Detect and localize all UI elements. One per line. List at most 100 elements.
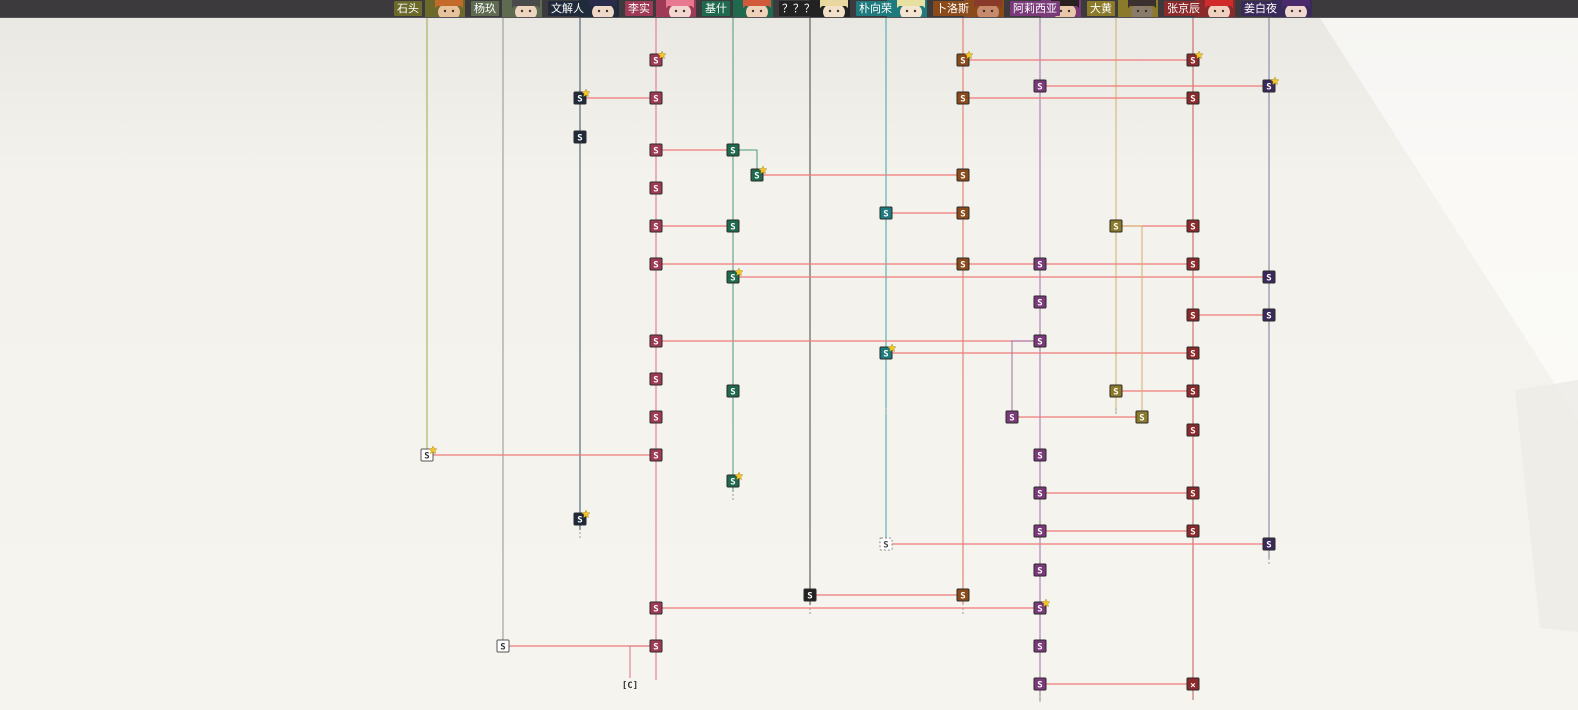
- tab-label: 李实: [625, 1, 653, 16]
- scene-node[interactable]: S: [1186, 257, 1200, 271]
- scene-node-label: S: [1266, 312, 1271, 322]
- tab-dahuang[interactable]: 大黄: [1083, 0, 1158, 17]
- star-icon: [1194, 50, 1204, 59]
- scene-node[interactable]: S: [726, 219, 740, 233]
- scene-node[interactable]: S: [649, 143, 663, 157]
- scene-node[interactable]: S: [1262, 308, 1276, 322]
- tab-label: 姜白夜: [1241, 1, 1280, 16]
- scene-node[interactable]: S: [1186, 50, 1204, 67]
- scene-node[interactable]: S: [649, 181, 663, 195]
- scene-node[interactable]: S: [1033, 598, 1051, 615]
- star-icon: [964, 50, 974, 59]
- scene-node[interactable]: S: [420, 445, 438, 462]
- scene-node[interactable]: S: [1186, 486, 1200, 500]
- tab-lixiu[interactable]: 李实: [621, 0, 696, 17]
- tab-jiangbaiye[interactable]: 姜白夜: [1237, 0, 1312, 17]
- scene-node[interactable]: S: [1262, 270, 1276, 284]
- scene-node[interactable]: S: [1109, 384, 1123, 398]
- scene-node-label: S: [1190, 57, 1195, 67]
- tab-zhangjingchen[interactable]: 张京辰: [1160, 0, 1235, 17]
- scene-node[interactable]: S: [1005, 410, 1019, 424]
- scene-node[interactable]: S: [879, 206, 893, 220]
- scene-node[interactable]: S: [956, 91, 970, 105]
- scene-node[interactable]: S: [1186, 524, 1200, 538]
- tab-shitou[interactable]: 石头: [390, 0, 465, 17]
- scene-node[interactable]: S: [1262, 537, 1276, 551]
- scene-node-label: S: [1266, 541, 1271, 551]
- scene-node-label: S: [653, 95, 658, 105]
- tab-label: 朴向荣: [856, 1, 895, 16]
- scene-node[interactable]: S: [649, 50, 667, 67]
- scene-node[interactable]: S: [1186, 219, 1200, 233]
- scene-node-label: S: [1037, 83, 1042, 93]
- scene-node[interactable]: S: [649, 601, 663, 615]
- scene-node[interactable]: S: [649, 91, 663, 105]
- scene-node[interactable]: S: [649, 219, 663, 233]
- scene-node[interactable]: S: [1186, 346, 1200, 360]
- scene-node[interactable]: S: [1262, 76, 1280, 93]
- scene-node[interactable]: S: [1033, 79, 1047, 93]
- scene-node[interactable]: S: [1186, 308, 1200, 322]
- scene-node[interactable]: S: [726, 471, 744, 488]
- scene-node[interactable]: S: [726, 267, 744, 284]
- scene-node[interactable]: S: [1033, 295, 1047, 309]
- scene-node-label: S: [500, 643, 505, 653]
- scene-node[interactable]: S: [1033, 448, 1047, 462]
- scene-node[interactable]: S: [879, 343, 897, 360]
- scene-node-label: S: [1037, 490, 1042, 500]
- scene-node[interactable]: S: [726, 143, 740, 157]
- scene-node[interactable]: S: [1033, 524, 1047, 538]
- scene-node[interactable]: S: [956, 206, 970, 220]
- scene-node[interactable]: S: [956, 50, 974, 67]
- scene-node[interactable]: S: [649, 257, 663, 271]
- scene-node[interactable]: S: [1033, 257, 1047, 271]
- scene-node[interactable]: S: [726, 384, 740, 398]
- scene-node[interactable]: S: [649, 639, 663, 653]
- scene-node-label: S: [1037, 338, 1042, 348]
- scene-node[interactable]: S: [956, 588, 970, 602]
- scene-node[interactable]: S: [1186, 423, 1200, 437]
- scene-node[interactable]: S: [750, 165, 768, 182]
- tab-puxiangrong[interactable]: 朴向荣: [852, 0, 927, 17]
- scene-node[interactable]: S: [573, 130, 587, 144]
- tab-yangyu[interactable]: 杨玖: [467, 0, 542, 17]
- scene-node[interactable]: S: [956, 257, 970, 271]
- scene-node-label: S: [653, 452, 658, 462]
- route-branch: [733, 149, 758, 175]
- scene-node-label: S: [1190, 350, 1195, 360]
- scene-node[interactable]: S: [1033, 677, 1047, 691]
- tab-unknown[interactable]: ？？？: [775, 0, 850, 17]
- scene-node[interactable]: S: [573, 88, 591, 105]
- scene-node-label: S: [1190, 427, 1195, 437]
- scene-node[interactable]: S: [649, 372, 663, 386]
- scene-node-label: S: [653, 147, 658, 157]
- bad-end-node[interactable]: ×: [1186, 677, 1200, 691]
- star-icon: [887, 343, 897, 352]
- scene-node[interactable]: S: [649, 448, 663, 462]
- choice-node[interactable]: [C]: [622, 678, 638, 691]
- scene-node-label: S: [730, 478, 735, 488]
- route-branch: [1116, 225, 1143, 417]
- scene-node[interactable]: S: [1186, 384, 1200, 398]
- scene-node[interactable]: S: [1033, 486, 1047, 500]
- scene-node[interactable]: S: [956, 168, 970, 182]
- scene-node[interactable]: S: [1109, 219, 1123, 233]
- scene-node[interactable]: S: [879, 537, 893, 551]
- scene-node[interactable]: S: [1135, 410, 1149, 424]
- scene-node[interactable]: S: [649, 334, 663, 348]
- scene-node-label: S: [653, 338, 658, 348]
- scene-node[interactable]: S: [1033, 639, 1047, 653]
- scene-node[interactable]: S: [1033, 563, 1047, 577]
- tab-wenxieren[interactable]: 文解人: [544, 0, 619, 17]
- tab-alixiya[interactable]: 阿莉西亚: [1006, 0, 1081, 17]
- scene-node[interactable]: S: [803, 588, 817, 602]
- scene-node[interactable]: S: [649, 410, 663, 424]
- scene-node[interactable]: S: [1033, 334, 1047, 348]
- scene-node[interactable]: S: [496, 639, 510, 653]
- scene-node[interactable]: S: [573, 509, 591, 526]
- star-icon: [581, 88, 591, 97]
- tab-buluosi[interactable]: 卜洛斯: [929, 0, 1004, 17]
- tab-jirui[interactable]: 基什: [698, 0, 773, 17]
- scene-node-label: S: [653, 605, 658, 615]
- scene-node[interactable]: S: [1186, 91, 1200, 105]
